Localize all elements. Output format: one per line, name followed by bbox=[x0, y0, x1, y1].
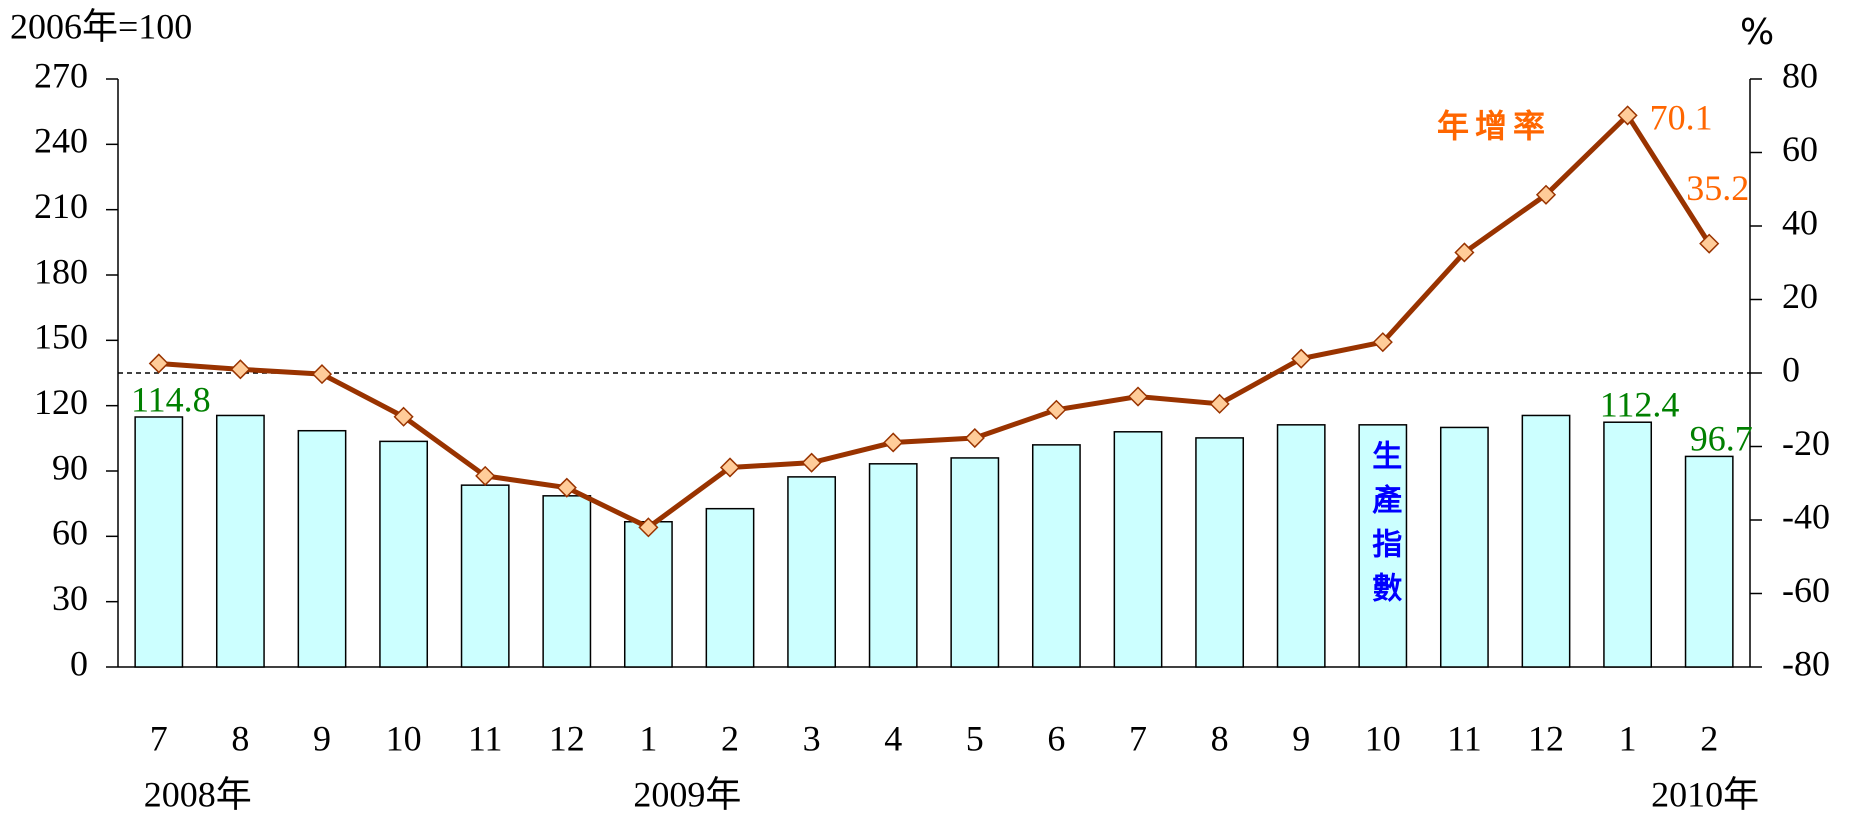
bar-value-label: 96.7 bbox=[1690, 419, 1753, 459]
x-tick-label: 12 bbox=[549, 718, 585, 758]
y2-tick-label: 20 bbox=[1782, 276, 1818, 316]
line-marker bbox=[883, 432, 904, 453]
line-marker bbox=[556, 477, 577, 498]
bar bbox=[868, 463, 918, 668]
y-tick-label: 120 bbox=[34, 382, 88, 422]
line bbox=[158, 111, 1712, 531]
line-marker bbox=[1454, 242, 1475, 263]
x-tick-label: 2 bbox=[1700, 718, 1718, 758]
line-marker bbox=[638, 517, 659, 538]
line-marker bbox=[393, 406, 414, 427]
x-tick-label: 3 bbox=[803, 718, 821, 758]
x-tick-label: 11 bbox=[1447, 718, 1482, 758]
line-marker bbox=[1372, 332, 1393, 353]
x-group-label: 2010年 bbox=[1651, 774, 1759, 814]
bar bbox=[297, 429, 347, 668]
y2-tick-label: 0 bbox=[1782, 349, 1800, 389]
y-tick-label: 0 bbox=[70, 643, 88, 683]
y-axis-label: 2006年=100 bbox=[10, 6, 192, 46]
x-tick-label: 8 bbox=[231, 718, 249, 758]
x-tick-label: 5 bbox=[966, 718, 984, 758]
y2-tick-label: -80 bbox=[1782, 643, 1830, 683]
y-tick-label: 150 bbox=[34, 317, 88, 357]
y-tick-label: 60 bbox=[52, 513, 88, 553]
bar bbox=[1439, 426, 1489, 668]
line-series-name: 年增率 bbox=[1437, 107, 1551, 145]
x-tick-label: 7 bbox=[150, 718, 168, 758]
bar bbox=[1113, 431, 1163, 668]
line-value-label: 35.2 bbox=[1686, 168, 1749, 208]
y2-tick-label: -40 bbox=[1782, 496, 1830, 536]
x-tick-label: 2 bbox=[721, 718, 739, 758]
bar bbox=[623, 520, 673, 668]
x-tick-label: 1 bbox=[639, 718, 657, 758]
y2-tick-label: 60 bbox=[1782, 129, 1818, 169]
x-tick-label: 10 bbox=[1365, 718, 1401, 758]
line-marker bbox=[801, 452, 822, 473]
x-tick-label: 7 bbox=[1129, 718, 1147, 758]
x-tick-label: 6 bbox=[1047, 718, 1065, 758]
x-group-label: 2008年 bbox=[144, 774, 252, 814]
bar bbox=[542, 495, 592, 668]
y-tick-label: 210 bbox=[34, 186, 88, 226]
bar bbox=[705, 507, 755, 668]
y-tick-label: 240 bbox=[34, 121, 88, 161]
line-marker bbox=[1535, 184, 1557, 205]
line-marker bbox=[1699, 233, 1720, 254]
line-marker bbox=[1617, 105, 1638, 126]
bar bbox=[1195, 437, 1245, 668]
y2-tick-label: -20 bbox=[1782, 423, 1830, 463]
bar-value-label: 112.4 bbox=[1600, 384, 1680, 424]
line-marker bbox=[311, 364, 333, 385]
y2-axis-label: % bbox=[1740, 12, 1774, 53]
x-tick-label: 1 bbox=[1619, 718, 1637, 758]
line-marker bbox=[1046, 399, 1067, 420]
x-tick-label: 8 bbox=[1211, 718, 1229, 758]
x-tick-label: 4 bbox=[884, 718, 902, 758]
line-marker bbox=[1291, 348, 1312, 369]
x-tick-label: 9 bbox=[1292, 718, 1310, 758]
bar bbox=[1276, 424, 1326, 668]
bar bbox=[215, 414, 265, 668]
line-marker bbox=[230, 359, 251, 380]
y-tick-label: 30 bbox=[52, 578, 88, 618]
bar bbox=[379, 440, 429, 668]
line-value-label: 70.1 bbox=[1650, 98, 1713, 138]
bar bbox=[950, 457, 1000, 668]
line-marker bbox=[475, 465, 496, 486]
line-marker bbox=[719, 457, 741, 478]
bar bbox=[460, 484, 510, 668]
y2-tick-label: 40 bbox=[1782, 202, 1818, 242]
x-tick-label: 10 bbox=[386, 718, 422, 758]
x-tick-label: 12 bbox=[1528, 718, 1564, 758]
line-marker bbox=[1127, 386, 1149, 407]
y2-tick-label: -60 bbox=[1782, 570, 1830, 610]
y-tick-label: 270 bbox=[34, 55, 88, 95]
bar-value-label: 114.8 bbox=[131, 379, 211, 419]
line-marker bbox=[1209, 393, 1230, 414]
y2-tick-label: 80 bbox=[1782, 55, 1818, 95]
bar bbox=[1358, 424, 1408, 668]
x-tick-label: 9 bbox=[313, 718, 331, 758]
line-marker bbox=[148, 353, 169, 374]
bar-series-name: 生產指數 bbox=[1366, 440, 1402, 616]
bar bbox=[1521, 414, 1571, 668]
bar bbox=[1031, 444, 1081, 668]
y-tick-label: 90 bbox=[52, 447, 88, 487]
bar bbox=[134, 416, 184, 668]
line-marker bbox=[964, 427, 985, 449]
bar bbox=[787, 476, 837, 668]
bar bbox=[1684, 455, 1734, 668]
bar bbox=[1603, 421, 1653, 668]
x-group-label: 2009年 bbox=[633, 774, 741, 814]
x-tick-label: 11 bbox=[468, 718, 503, 758]
y-tick-label: 180 bbox=[34, 251, 88, 291]
